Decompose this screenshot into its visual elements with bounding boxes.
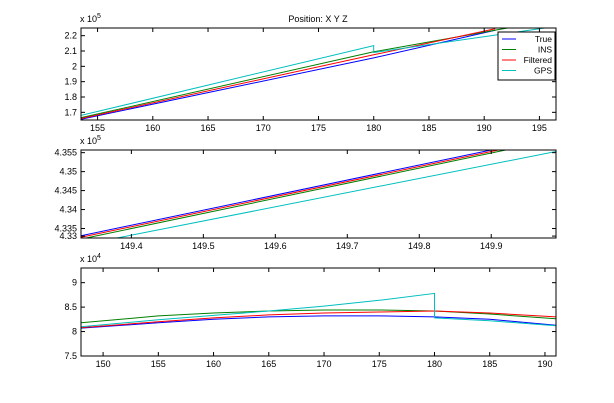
x-tick-label: 155 xyxy=(151,359,166,369)
panel-1: 155 160 165 170 175 180 185 190 195 1.7 1.8 1.9 2 2.1… xyxy=(64,13,557,133)
x-tick-label: 155 xyxy=(90,123,105,133)
x-tick-label: 185 xyxy=(421,123,436,133)
plot-area xyxy=(81,150,556,238)
series-line-gps xyxy=(81,28,549,116)
series-line-true xyxy=(81,150,492,237)
axes-frame xyxy=(80,267,557,357)
x-tick-label: 149.5 xyxy=(192,241,215,251)
y-tick-label: 4.34 xyxy=(59,205,77,215)
x-tick-label: 160 xyxy=(206,359,221,369)
x-tick-label: 170 xyxy=(256,123,271,133)
y-tick-label: 9 xyxy=(72,278,77,288)
x-tick-label: 149.4 xyxy=(120,241,143,251)
series-group xyxy=(81,28,549,120)
axis-exponent-label: x 105 xyxy=(80,135,101,146)
x-tick-label: 175 xyxy=(311,123,326,133)
x-tick-label: 165 xyxy=(201,123,216,133)
y-tick-label: 4.345 xyxy=(54,186,77,196)
axis-exponent-label: x 104 xyxy=(80,253,101,264)
y-tick-label: 8.5 xyxy=(64,302,77,312)
x-tick-label: 195 xyxy=(532,123,547,133)
plot-area xyxy=(81,28,556,120)
y-tick-label: 4.335 xyxy=(54,224,77,234)
y-tick-label: 4.35 xyxy=(59,167,77,177)
legend-box xyxy=(497,31,556,81)
x-tick-label: 149.6 xyxy=(264,241,287,251)
legend-label-true: True xyxy=(535,34,552,44)
y-tick-label: 2 xyxy=(72,61,77,71)
series-group xyxy=(81,150,556,238)
y-tick-label: 4.33 xyxy=(59,231,77,241)
x-tick-label: 150 xyxy=(96,359,111,369)
series-line-filtered xyxy=(81,150,499,238)
x-tick-label: 180 xyxy=(427,359,442,369)
panel-2: 149.4 149.5 149.6 149.7 149.8 149.9 4.334.335 4… xyxy=(54,135,557,251)
series-line-filtered xyxy=(81,28,496,119)
axis-exponent-label: x 105 xyxy=(80,13,101,24)
x-tick-label: 149.9 xyxy=(480,241,503,251)
figure-title: Position: X Y Z xyxy=(288,14,348,24)
series-line-filtered xyxy=(81,310,556,329)
plot-area xyxy=(81,268,556,356)
y-tick-label: 1.8 xyxy=(64,92,77,102)
series-group xyxy=(81,292,556,329)
y-tick-label: 7.5 xyxy=(64,351,77,361)
x-tick-label: 180 xyxy=(366,123,381,133)
y-tick-label: 2.1 xyxy=(64,46,77,56)
y-tick-label: 2.2 xyxy=(64,31,77,41)
x-tick-label: 160 xyxy=(145,123,160,133)
x-tick-label: 185 xyxy=(482,359,497,369)
x-tick-label: 165 xyxy=(261,359,276,369)
series-line-true xyxy=(81,29,496,120)
y-tick-label: 1.9 xyxy=(64,77,77,87)
legend-label-ins: INS xyxy=(538,45,553,55)
legend-label-filtered: Filtered xyxy=(524,55,553,65)
x-tick-label: 170 xyxy=(317,359,332,369)
series-line-ins xyxy=(81,309,556,324)
y-tick-label: 4.355 xyxy=(54,148,77,158)
x-tick-label: 149.8 xyxy=(408,241,431,251)
panel-3: 150 155 160 165 170 175 180 185 190 7.5 8 8.5 9 x 104 xyxy=(64,253,557,369)
axes-frame xyxy=(80,149,557,239)
plot-panels: 155 160 165 170 175 180 185 190 195 1.7 1.8 1.9 2 2.1… xyxy=(54,13,557,369)
series-line-true xyxy=(81,315,556,329)
x-tick-label: 190 xyxy=(477,123,492,133)
legend-label-gps: GPS xyxy=(534,66,552,76)
x-tick-label: 149.7 xyxy=(336,241,359,251)
series-line-gps xyxy=(116,151,556,238)
series-line-gps xyxy=(81,292,556,328)
x-tick-label: 190 xyxy=(537,359,552,369)
x-tick-label: 175 xyxy=(372,359,387,369)
y-tick-label: 1.7 xyxy=(64,107,77,117)
y-tick-label: 8 xyxy=(72,327,77,337)
series-line-ins xyxy=(83,150,506,238)
